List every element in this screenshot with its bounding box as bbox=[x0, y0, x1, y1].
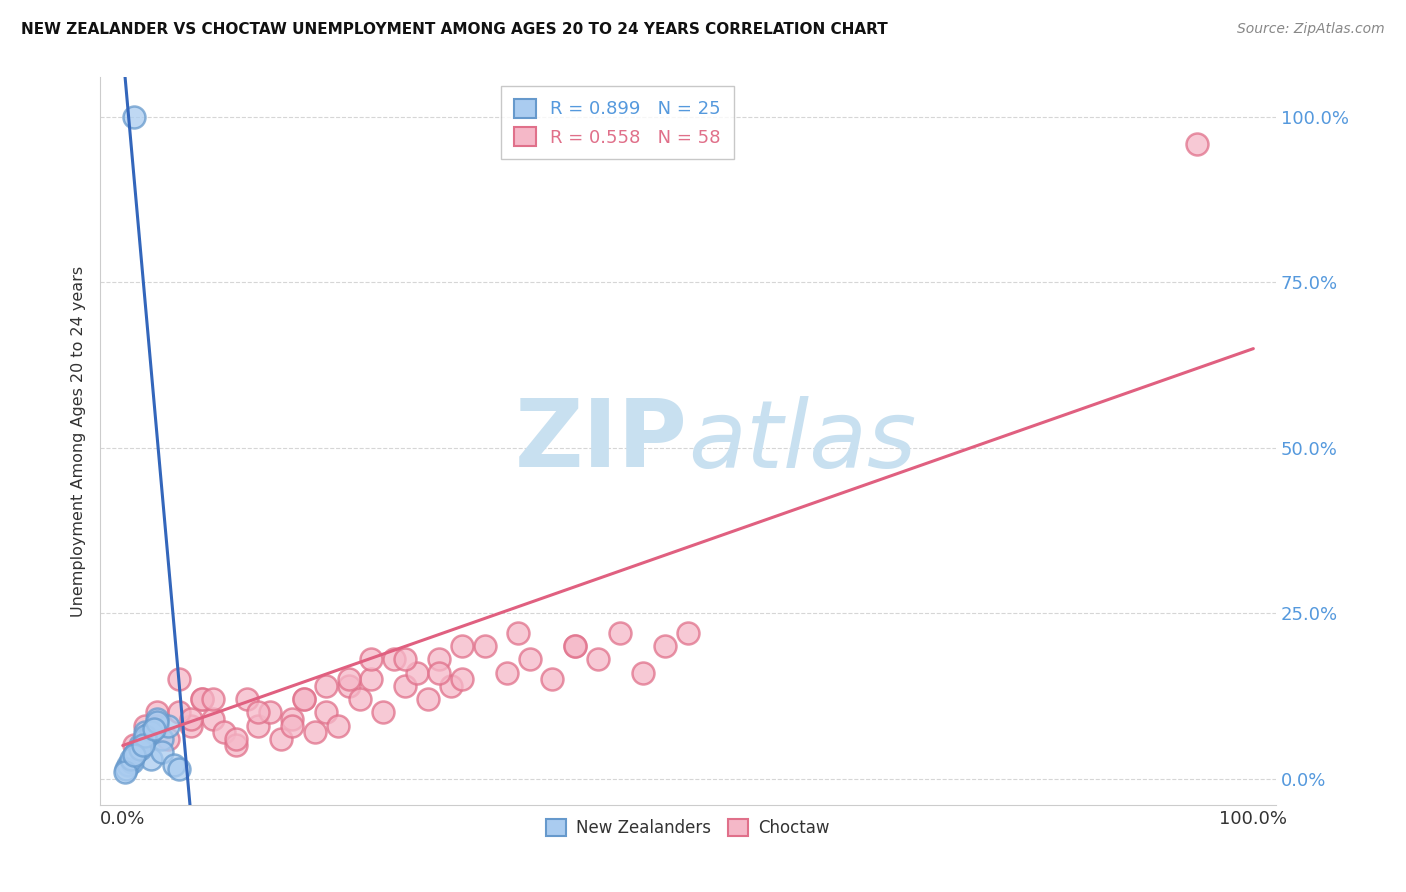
Text: ZIP: ZIP bbox=[515, 395, 688, 487]
Point bbox=[114, 764, 136, 779]
Point bbox=[169, 706, 191, 720]
Point bbox=[125, 745, 148, 759]
Point bbox=[202, 692, 225, 706]
Point bbox=[270, 731, 292, 746]
Text: NEW ZEALANDER VS CHOCTAW UNEMPLOYMENT AMONG AGES 20 TO 24 YEARS CORRELATION CHAR: NEW ZEALANDER VS CHOCTAW UNEMPLOYMENT AM… bbox=[21, 22, 887, 37]
Point bbox=[145, 715, 167, 730]
Text: Source: ZipAtlas.com: Source: ZipAtlas.com bbox=[1237, 22, 1385, 37]
Point bbox=[139, 725, 162, 739]
Point bbox=[202, 712, 225, 726]
Point bbox=[143, 722, 166, 736]
Point bbox=[150, 731, 173, 746]
Point bbox=[292, 692, 315, 706]
Point bbox=[247, 706, 270, 720]
Point bbox=[541, 673, 564, 687]
Point bbox=[121, 755, 143, 769]
Point bbox=[134, 731, 156, 746]
Point bbox=[156, 718, 179, 732]
Point bbox=[405, 665, 427, 680]
Point bbox=[349, 692, 371, 706]
Point bbox=[128, 741, 150, 756]
Point bbox=[496, 665, 519, 680]
Point bbox=[315, 706, 337, 720]
Point bbox=[337, 679, 360, 693]
Point bbox=[451, 673, 474, 687]
Point bbox=[122, 748, 145, 763]
Point bbox=[162, 758, 184, 772]
Point bbox=[128, 739, 150, 753]
Point bbox=[134, 718, 156, 732]
Point bbox=[1185, 136, 1208, 151]
Y-axis label: Unemployment Among Ages 20 to 24 years: Unemployment Among Ages 20 to 24 years bbox=[72, 266, 86, 616]
Point bbox=[564, 640, 586, 654]
Point bbox=[191, 692, 214, 706]
Point bbox=[654, 640, 676, 654]
Point bbox=[139, 752, 162, 766]
Point bbox=[169, 762, 191, 776]
Point bbox=[281, 712, 304, 726]
Point bbox=[439, 679, 461, 693]
Point bbox=[225, 731, 247, 746]
Point bbox=[281, 718, 304, 732]
Point bbox=[169, 673, 191, 687]
Point bbox=[145, 712, 167, 726]
Point bbox=[214, 725, 236, 739]
Point bbox=[180, 712, 202, 726]
Point bbox=[115, 762, 138, 776]
Point bbox=[326, 718, 349, 732]
Point bbox=[247, 718, 270, 732]
Point bbox=[259, 706, 281, 720]
Point bbox=[360, 673, 382, 687]
Legend: New Zealanders, Choctaw: New Zealanders, Choctaw bbox=[540, 813, 837, 844]
Point bbox=[382, 652, 405, 666]
Point bbox=[631, 665, 654, 680]
Point bbox=[122, 110, 145, 124]
Point bbox=[474, 640, 496, 654]
Point bbox=[371, 706, 394, 720]
Point bbox=[150, 745, 173, 759]
Point bbox=[519, 652, 541, 666]
Point bbox=[132, 739, 155, 753]
Text: atlas: atlas bbox=[688, 396, 917, 487]
Point bbox=[609, 626, 631, 640]
Point bbox=[122, 748, 145, 763]
Point bbox=[315, 679, 337, 693]
Point bbox=[180, 718, 202, 732]
Point bbox=[416, 692, 439, 706]
Point bbox=[360, 652, 382, 666]
Point bbox=[564, 640, 586, 654]
Point bbox=[122, 739, 145, 753]
Point bbox=[117, 758, 139, 772]
Point bbox=[236, 692, 259, 706]
Point bbox=[292, 692, 315, 706]
Point bbox=[225, 739, 247, 753]
Point bbox=[508, 626, 530, 640]
Point bbox=[145, 706, 167, 720]
Point bbox=[191, 692, 214, 706]
Point bbox=[145, 718, 167, 732]
Point bbox=[586, 652, 609, 666]
Point bbox=[134, 725, 156, 739]
Point bbox=[304, 725, 326, 739]
Point bbox=[394, 652, 416, 666]
Point bbox=[451, 640, 474, 654]
Point bbox=[337, 673, 360, 687]
Point bbox=[427, 652, 450, 666]
Point bbox=[394, 679, 416, 693]
Point bbox=[427, 665, 450, 680]
Point bbox=[676, 626, 699, 640]
Point bbox=[120, 752, 142, 766]
Point bbox=[156, 731, 179, 746]
Point bbox=[134, 729, 156, 743]
